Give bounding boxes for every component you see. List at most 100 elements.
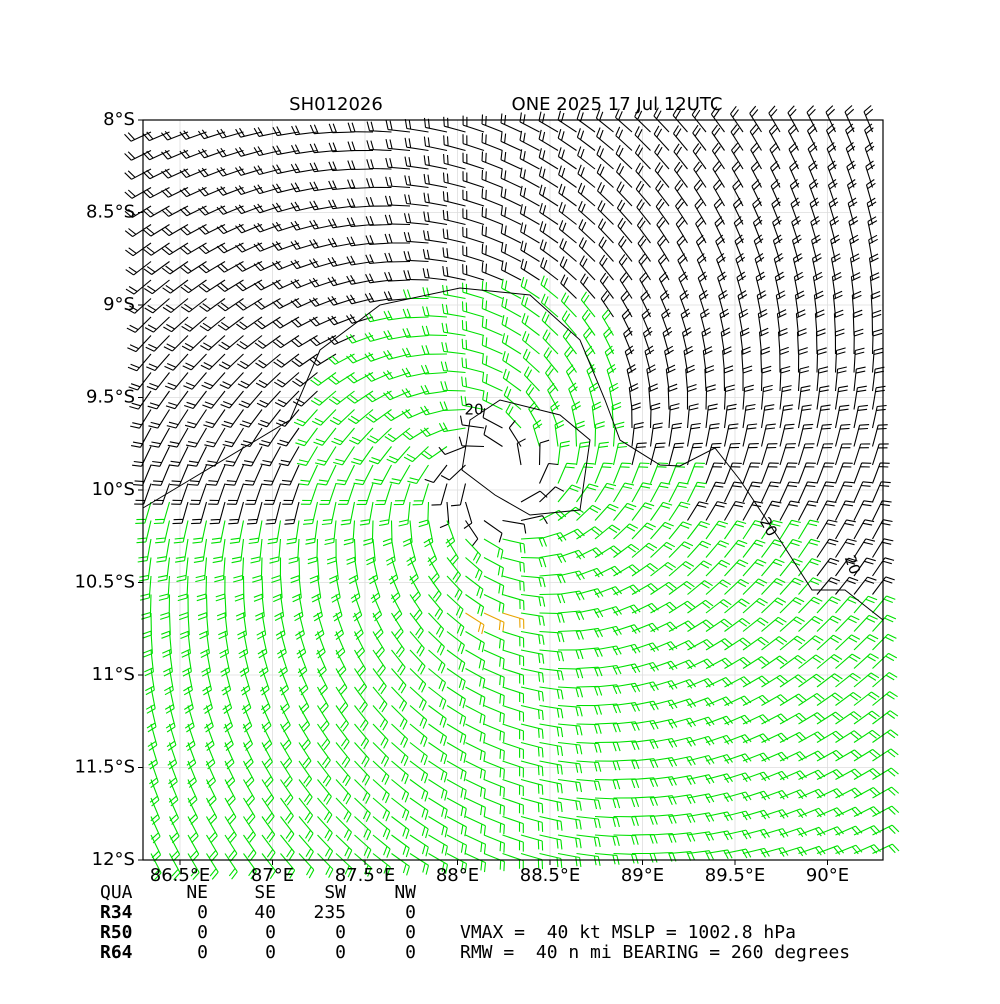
wind-barb (124, 224, 152, 238)
wind-barb (637, 235, 651, 262)
wind-barb (139, 575, 152, 601)
wind-barb (705, 657, 733, 669)
wind-barb (217, 279, 244, 292)
wind-barb (438, 445, 466, 456)
wind-barb (576, 627, 603, 638)
wind-barb (500, 242, 522, 262)
wind-barb (742, 578, 768, 595)
wind-barb (217, 316, 244, 331)
wind-barb (500, 150, 522, 170)
wind-barb (428, 705, 447, 728)
wind-barb (797, 443, 815, 466)
wind-barb (668, 755, 696, 766)
wind-barb (654, 143, 670, 170)
wind-barb (872, 691, 898, 706)
wind-barb (816, 615, 842, 632)
wind-barb (812, 271, 823, 299)
wind-barb (580, 273, 596, 299)
wind-barb (409, 668, 427, 693)
wind-barb (446, 723, 467, 745)
wind-barb (196, 575, 208, 602)
wind-barb (421, 446, 448, 460)
wind-barb (257, 409, 281, 428)
wind-barb (853, 806, 881, 817)
wind-barb (613, 797, 640, 808)
wind-barb (273, 353, 300, 368)
wind-barb (738, 308, 749, 336)
wind-barb (520, 593, 546, 607)
wind-barb (724, 520, 747, 540)
wind-barb (613, 834, 639, 845)
wind-barb (501, 314, 522, 336)
wind-barb (816, 347, 827, 373)
wind-barb (519, 130, 540, 151)
wind-barb (520, 612, 545, 626)
wind-barb (834, 462, 853, 484)
wind-barb (731, 160, 744, 188)
wind-barb (539, 239, 559, 262)
wind-barb (835, 615, 860, 632)
wind-barb (446, 742, 467, 764)
wind-barb (446, 686, 466, 709)
wind-barb (557, 704, 583, 717)
wind-barb (354, 649, 367, 677)
wind-barb (631, 422, 644, 447)
wind-barb (705, 618, 733, 632)
wind-barb (599, 254, 614, 281)
wind-barb (265, 501, 282, 525)
table-cell: 0 (197, 942, 208, 963)
wind-barb (443, 153, 466, 170)
wind-barb (481, 225, 503, 244)
wind-barb (694, 198, 707, 225)
wind-barb (335, 668, 348, 696)
wind-barb (204, 723, 215, 752)
wind-barb (560, 292, 577, 318)
wind-barb (217, 298, 244, 312)
wind-barb (372, 686, 388, 713)
wind-barb (761, 809, 789, 819)
wind-barb (542, 329, 559, 355)
wind-barb (164, 686, 175, 714)
wind-barb (687, 812, 715, 823)
wind-barb (372, 705, 389, 731)
wind-barb (816, 500, 837, 521)
wind-barb (853, 366, 866, 392)
wind-barb (520, 760, 544, 777)
wind-barb (156, 538, 171, 563)
wind-barb (142, 205, 170, 218)
wind-barb (465, 557, 483, 581)
wind-barb (761, 770, 789, 781)
wind-barb (712, 161, 725, 188)
wind-barb (760, 404, 775, 429)
wind-barb (797, 423, 814, 447)
lon-tick-label: 88.5°E (520, 865, 580, 886)
table-cell: 0 (335, 922, 346, 943)
wind-barb (845, 141, 856, 170)
wind-barb (446, 760, 467, 782)
wind-barb (263, 483, 282, 505)
wind-barb (354, 723, 370, 750)
wind-barb (238, 631, 249, 659)
wind-barb (335, 834, 353, 860)
wind-barb (481, 335, 503, 355)
wind-barb (846, 179, 857, 207)
wind-barb (463, 501, 473, 529)
wind-barb (754, 253, 765, 281)
wind-barb (775, 290, 786, 318)
wind-barb (280, 779, 294, 806)
wind-barb (500, 260, 522, 281)
wind-barb (594, 815, 620, 828)
wind-barb (328, 372, 355, 385)
wind-barb (391, 723, 409, 748)
wind-barb (835, 653, 861, 669)
wind-barb (353, 464, 374, 486)
wind-barb (214, 557, 226, 583)
wind-barb (687, 639, 715, 651)
wind-barb (402, 327, 429, 338)
wind-barb (538, 462, 559, 484)
wind-barb (384, 214, 411, 226)
wind-barb (724, 617, 751, 632)
wind-barb (650, 561, 677, 577)
wind-barb (125, 261, 152, 276)
wind-barb (649, 462, 669, 484)
